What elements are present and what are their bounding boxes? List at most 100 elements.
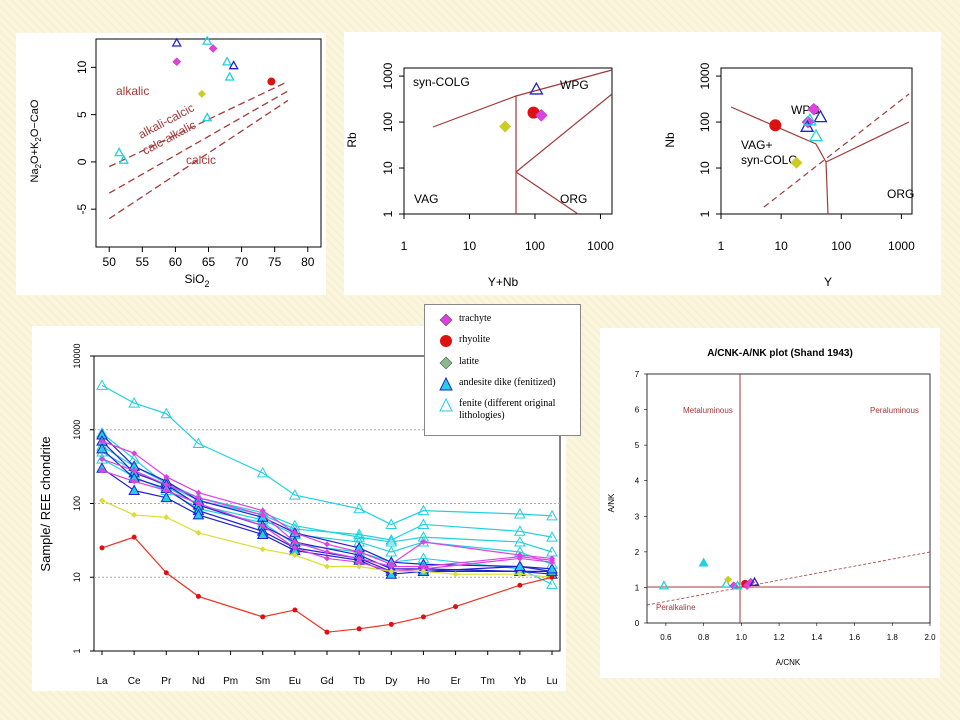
field-label-metaluminous: Metaluminous	[683, 406, 733, 415]
x-tick-label: La	[96, 676, 108, 687]
fenite-point	[118, 154, 129, 164]
rhyolite-point	[267, 77, 276, 86]
x-tick-label: 80	[301, 255, 315, 269]
legend-item-andesite: andesite dike (fenitized)	[439, 377, 556, 391]
field-label-peralkaline: Peralkaline	[656, 603, 696, 612]
fenite-series-line	[101, 445, 553, 553]
trachyte-data-point	[291, 529, 298, 536]
field-label-wpg: WPG	[560, 78, 589, 92]
andesite-data-point	[128, 484, 140, 496]
field-label-alkalic: alkalic	[116, 84, 149, 98]
fenite-point	[802, 112, 817, 126]
latite-data-point	[420, 568, 427, 575]
andesite-point	[171, 37, 182, 47]
rhyolite-data-point	[388, 621, 394, 627]
x-tick-label: Sm	[255, 676, 270, 687]
latite-point	[197, 89, 206, 98]
latite-data-point	[99, 497, 105, 504]
x-axis-label: A/CNK	[776, 658, 801, 667]
y-axis-label-nb: Nb	[663, 132, 677, 148]
trachyte-data-point	[516, 555, 523, 562]
rb-boundary-wpg	[515, 93, 613, 173]
andesite-data-point	[160, 491, 173, 503]
rhyolite-data-point	[99, 545, 105, 551]
trachyte-data-point	[99, 467, 105, 474]
x-tick-label: 60	[169, 255, 183, 269]
trachyte-data-point	[131, 467, 138, 474]
nb-dashed-boundary	[763, 93, 910, 208]
trachyte-data-point	[259, 511, 266, 518]
y-tick-label: 10	[72, 572, 82, 582]
y-tick-label: 4	[635, 477, 640, 486]
x-tick-label: Nd	[192, 676, 205, 687]
andesite-point	[813, 109, 828, 123]
fenite-data-point	[546, 509, 558, 521]
acnk-dashed-boundary	[646, 551, 931, 606]
circle-icon	[440, 335, 452, 347]
legend-label-fenite: fenite (different original lithologies)	[459, 398, 556, 421]
latite-data-point	[516, 571, 523, 578]
fenite-point	[221, 56, 233, 66]
y-tick-label: -5	[75, 204, 89, 215]
fenite-data-point	[160, 407, 173, 419]
y-axis-label: Sample/ REE chondrite	[38, 436, 53, 571]
rhyolite-data-point	[163, 570, 169, 576]
panel-ree-plot: La Ce Pr Nd Pm Sm Eu Gd Tb Dy Ho Er Tm Yb Lu 1 10 100 1000…	[32, 326, 566, 691]
x-tick-label: 1.8	[887, 633, 899, 642]
plot-frame	[720, 67, 913, 215]
trachyte-data-point	[356, 548, 363, 555]
y-tick-label: 1	[635, 583, 640, 592]
y-axis-label-rb: Rb	[345, 132, 359, 148]
fenite-point	[114, 147, 125, 157]
y-tick-label: 10000	[72, 343, 82, 368]
x-tick-label: Yb	[514, 676, 527, 687]
discrimination-charts: 1 10 100 1000 1 10 100 1000 1 10 100 1000 1 10 100 100…	[345, 62, 915, 289]
x-tick-label: Eu	[289, 676, 301, 687]
latite-point	[724, 575, 733, 584]
fenite-point	[224, 71, 235, 81]
x-axis-label: SiO2	[184, 272, 209, 289]
trachyte-data-point	[163, 487, 170, 494]
y-axis-label: Na2O+K2O−CaO	[29, 99, 43, 182]
trachyte-data-point	[131, 450, 138, 457]
rhyolite-data-point	[292, 607, 298, 613]
trachyte-data-point	[291, 544, 298, 551]
latite-point	[790, 156, 803, 169]
legend-item-trachyte: trachyte	[439, 313, 491, 327]
x-tick-label: Dy	[385, 676, 397, 687]
x-tick-label: Pm	[223, 676, 238, 687]
y-tick-label: 100	[698, 112, 712, 132]
latite-data-point	[131, 511, 138, 518]
y-tick-label: 1	[381, 210, 395, 217]
rhyolite-data-point	[517, 582, 523, 588]
trachyte-data-point	[195, 500, 202, 507]
field-label-vag: VAG	[414, 192, 438, 206]
y-tick-label: 100	[72, 496, 82, 511]
x-tick-label: 10	[774, 239, 788, 253]
fenite-point	[732, 580, 743, 590]
x-tick-label: 1.6	[849, 633, 861, 642]
rhyolite-point	[769, 119, 782, 132]
trachyte-series-line	[101, 440, 553, 565]
trachyte-series-line	[101, 458, 553, 568]
latite-data-point	[291, 552, 298, 559]
y-tick-label: 10	[75, 60, 89, 74]
andesite-data-point	[514, 560, 526, 571]
legend-label-andesite: andesite dike (fenitized)	[459, 377, 556, 388]
legend-item-fenite: fenite (different original lithologies)	[439, 398, 555, 422]
latite-data-point	[163, 514, 170, 521]
y-tick-label: 1000	[381, 62, 395, 89]
fenite-data-point	[417, 504, 430, 516]
rhyolite-data-point	[356, 626, 362, 632]
andesite-data-point	[256, 528, 269, 539]
triangle-icon	[439, 398, 453, 412]
fenite-point	[658, 580, 670, 590]
fenite-data-point	[385, 533, 398, 545]
trachyte-point	[534, 108, 548, 122]
x-tick-label: 1	[718, 239, 725, 253]
latite-data-point	[388, 568, 395, 575]
x-tick-label: Tm	[480, 676, 494, 687]
x-tick-label: 55	[136, 255, 150, 269]
legend-item-latite: latite	[439, 356, 479, 370]
plot-frame	[403, 67, 613, 215]
